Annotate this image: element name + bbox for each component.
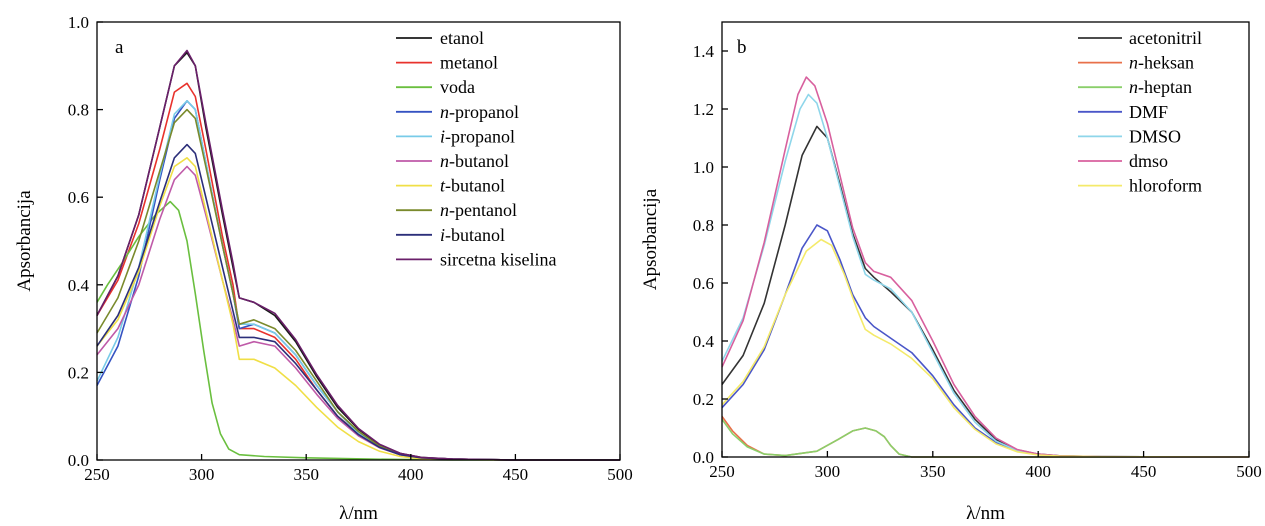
legend-label: hloroform <box>1129 176 1202 196</box>
x-axis-title: λ/nm <box>966 503 1005 524</box>
series-line-sircetna-kiselina <box>96 49 620 461</box>
x-tick-label: 450 <box>1131 462 1157 481</box>
y-tick-label: 0.8 <box>68 101 89 120</box>
y-tick-label: 0.6 <box>68 188 89 207</box>
legend-label: voda <box>440 77 475 97</box>
y-tick-label: 1.0 <box>693 158 714 177</box>
plot-frame <box>721 21 1250 458</box>
legend-label: DMSO <box>1129 126 1181 146</box>
y-tick-label: 1.0 <box>68 13 89 32</box>
y-tick-label: 0.6 <box>693 274 714 293</box>
x-tick-label: 350 <box>920 462 946 481</box>
series-line-n-butanol <box>96 165 620 461</box>
series-line-dmso <box>721 76 1250 458</box>
plot-frame <box>96 21 621 461</box>
series-line-n-pentanol <box>96 108 620 461</box>
legend-label: i-propanol <box>440 126 515 146</box>
x-tick-label: 500 <box>1236 462 1262 481</box>
y-tick-label: 0.2 <box>68 363 89 382</box>
x-tick-label: 500 <box>607 465 633 484</box>
y-tick-label: 1.4 <box>693 42 715 61</box>
x-tick-label: 250 <box>709 462 735 481</box>
x-tick-label: 400 <box>398 465 424 484</box>
legend-label: etanol <box>440 28 484 48</box>
series-line-n-heptan <box>721 418 1249 458</box>
legend-label: sircetna kiselina <box>440 249 556 269</box>
legend-label: n-heksan <box>1129 53 1194 73</box>
legend-label: n-butanol <box>440 151 509 171</box>
series-line-hloroform <box>721 238 1250 458</box>
series-line-i-propanol <box>96 100 620 461</box>
legend-label: metanol <box>440 53 498 73</box>
series-line-DMF <box>721 224 1250 458</box>
series-line-metanol <box>96 82 620 461</box>
legend-label: i-butanol <box>440 225 505 245</box>
x-tick-label: 250 <box>84 465 110 484</box>
panel-letter: a <box>115 37 124 58</box>
legend-label: DMF <box>1129 102 1168 122</box>
chart-panel-a: 250 300 350 400 450 500 0.0 0.2 0.4 0.6 0.8 1.0 λ/nm… <box>14 13 633 524</box>
series-line-t-butanol <box>96 157 620 461</box>
y-tick-label: 0.8 <box>693 216 714 235</box>
x-tick-label: 350 <box>293 465 319 484</box>
x-axis-title: λ/nm <box>339 503 378 524</box>
x-tick-label: 450 <box>503 465 529 484</box>
x-tick-label: 300 <box>189 465 215 484</box>
series-line-i-butanol <box>96 143 620 461</box>
y-axis-title: Apsorbancija <box>14 190 35 292</box>
chart-panel-b: 250 300 350 400 450 500 0.0 0.2 0.4 0.6 0.8 1.0 1.2 1… <box>640 21 1262 524</box>
legend: etanol metanol voda n-propanol i-propanol n-b… <box>396 28 556 269</box>
legend-label: n-propanol <box>440 102 519 122</box>
legend-label: n-heptan <box>1129 77 1192 97</box>
series-line-n-propanol <box>96 100 620 461</box>
y-tick-label: 0.4 <box>68 276 90 295</box>
y-tick-label: 0.0 <box>693 448 714 467</box>
legend-label: n-pentanol <box>440 200 517 220</box>
y-tick-label: 0.2 <box>693 390 714 409</box>
legend-label: t-butanol <box>440 176 505 196</box>
x-tick-label: 400 <box>1025 462 1051 481</box>
series-line-DMSO <box>721 93 1250 458</box>
series-line-voda <box>96 200 620 461</box>
y-tick-label: 0.4 <box>693 332 715 351</box>
y-tick-label: 0.0 <box>68 451 89 470</box>
x-tick-label: 300 <box>815 462 841 481</box>
y-tick-label: 1.2 <box>693 100 714 119</box>
legend-label: dmso <box>1129 151 1168 171</box>
legend: acetonitril n-heksan n-heptan DMF DMSO dmso hl… <box>1078 28 1202 196</box>
y-axis-title: Apsorbancija <box>640 188 661 290</box>
panel-letter: b <box>737 37 747 58</box>
legend-label: acetonitril <box>1129 28 1202 48</box>
